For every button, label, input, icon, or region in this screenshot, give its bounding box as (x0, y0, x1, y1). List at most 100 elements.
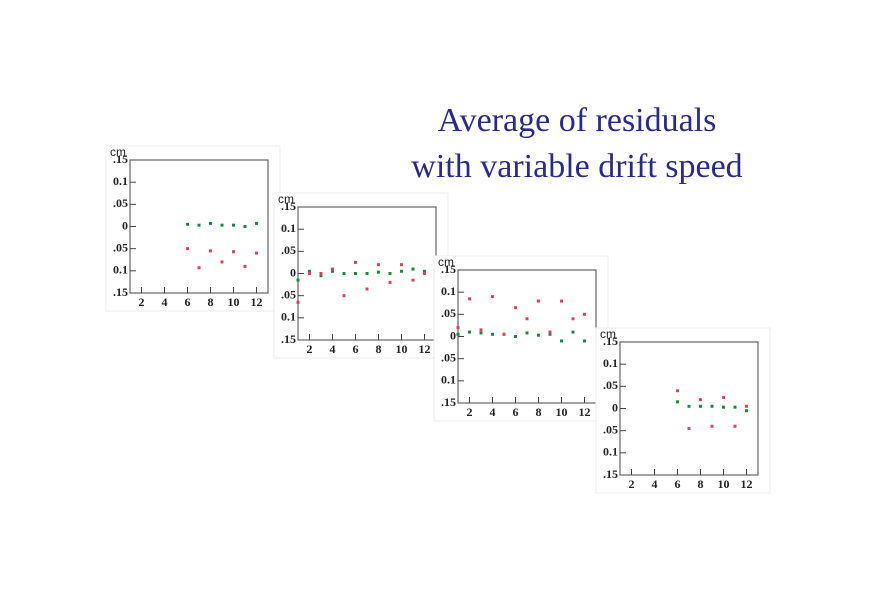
data-point (514, 335, 517, 338)
y-tick-label: .15 (113, 285, 128, 299)
y-tick-label: .05 (603, 422, 618, 436)
data-point (342, 272, 346, 275)
data-point (377, 263, 380, 267)
data-point (479, 331, 483, 335)
x-tick-label: 2 (139, 295, 145, 309)
data-point (676, 389, 679, 393)
x-tick-label: 2 (467, 405, 473, 419)
x-tick-label: 4 (162, 295, 168, 309)
data-point (571, 330, 575, 334)
data-point (411, 278, 415, 282)
data-point (232, 223, 235, 227)
data-point (365, 272, 369, 275)
data-point (710, 424, 714, 428)
data-point (687, 426, 691, 430)
data-point (354, 272, 357, 275)
x-tick-label: 2 (307, 342, 313, 356)
x-tick-label: 12 (251, 295, 263, 309)
data-point (537, 333, 540, 337)
title-line: Average of residuals (438, 102, 717, 139)
y-tick-label: 0 (612, 400, 618, 414)
y-tick-label: .05 (281, 243, 296, 257)
data-point (699, 404, 702, 408)
y-tick-label: .05 (113, 240, 128, 254)
data-point (583, 339, 586, 343)
data-point (354, 260, 357, 264)
data-point (423, 269, 426, 273)
data-point (319, 274, 323, 278)
y-axis-label: cm (110, 145, 126, 159)
x-tick-label: 6 (675, 477, 681, 491)
y-tick-label: .15 (603, 334, 618, 348)
data-point (296, 300, 300, 304)
data-point (308, 272, 311, 275)
x-tick-label: 12 (741, 477, 753, 491)
data-point (331, 269, 334, 273)
data-point (571, 317, 575, 321)
y-tick-label: 0 (122, 218, 128, 232)
x-tick-label: 2 (629, 477, 635, 491)
data-point (388, 280, 392, 284)
data-point (745, 404, 748, 408)
data-point (342, 294, 346, 298)
x-tick-label: 12 (579, 405, 591, 419)
data-point (243, 264, 247, 268)
x-tick-label: 8 (698, 477, 704, 491)
y-tick-label: 0.1 (441, 373, 456, 387)
data-point (687, 404, 691, 408)
data-point (400, 263, 403, 267)
y-tick-label: .05 (113, 196, 128, 210)
data-point (468, 297, 471, 301)
y-tick-label: 0.1 (281, 221, 296, 235)
y-tick-label: .15 (441, 262, 456, 276)
data-point (209, 249, 212, 253)
data-point (525, 331, 529, 335)
data-point (479, 328, 483, 332)
data-point (733, 405, 737, 409)
data-point (186, 222, 189, 226)
data-point (232, 250, 235, 254)
data-point (710, 404, 714, 408)
data-point (560, 299, 563, 303)
y-axis-label: cm (278, 192, 294, 206)
data-point (319, 272, 323, 275)
data-point (514, 306, 517, 310)
data-point (255, 251, 258, 255)
y-tick-label: 0 (450, 328, 456, 342)
x-tick-label: 12 (419, 342, 431, 356)
data-point (502, 332, 506, 336)
data-point (400, 269, 403, 273)
y-tick-label: .05 (441, 306, 456, 320)
data-point (548, 332, 552, 336)
data-point (745, 409, 748, 413)
x-tick-label: 4 (652, 477, 658, 491)
data-point (197, 266, 201, 270)
data-point (220, 223, 224, 227)
data-point (456, 326, 460, 330)
x-tick-label: 6 (353, 342, 359, 356)
x-tick-label: 4 (490, 405, 496, 419)
data-point (308, 269, 311, 273)
data-point (296, 278, 300, 282)
data-point (468, 330, 471, 334)
data-point (186, 247, 189, 251)
y-tick-label: 0.1 (603, 445, 618, 459)
title-line: with variable drift speed (411, 148, 742, 185)
y-tick-label: .15 (113, 152, 128, 166)
x-tick-label: 8 (208, 295, 214, 309)
data-point (676, 400, 679, 404)
y-tick-label: 0.1 (603, 356, 618, 370)
y-tick-label: .15 (603, 467, 618, 481)
data-point (525, 317, 529, 321)
data-point (491, 332, 494, 336)
y-tick-label: 0.1 (281, 310, 296, 324)
data-point (388, 272, 392, 275)
x-tick-label: 10 (228, 295, 240, 309)
data-point (243, 225, 247, 228)
data-point (491, 295, 494, 299)
x-tick-label: 8 (376, 342, 382, 356)
panel (595, 327, 771, 494)
data-point (209, 221, 212, 225)
data-point (197, 223, 201, 227)
